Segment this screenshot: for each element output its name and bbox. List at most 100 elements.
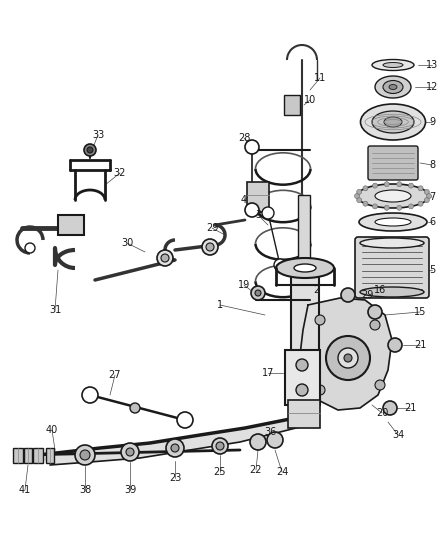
Circle shape (249, 434, 265, 450)
Circle shape (177, 412, 193, 428)
Circle shape (273, 259, 285, 271)
Text: 11: 11 (313, 73, 325, 83)
Text: 28: 28 (237, 133, 250, 143)
Circle shape (354, 193, 359, 198)
Text: 15: 15 (413, 307, 425, 317)
Text: 38: 38 (79, 485, 91, 495)
Text: 3: 3 (254, 210, 261, 220)
Text: 25: 25 (213, 467, 226, 477)
Circle shape (424, 189, 428, 195)
Bar (58, 215, 84, 235)
Bar (247, 182, 268, 212)
Bar (46, 448, 54, 463)
Circle shape (343, 354, 351, 362)
Bar (13, 448, 23, 463)
Ellipse shape (374, 190, 410, 202)
Ellipse shape (356, 184, 428, 208)
Circle shape (314, 385, 324, 395)
Text: 39: 39 (124, 485, 136, 495)
Circle shape (417, 201, 422, 206)
Circle shape (295, 384, 307, 396)
Circle shape (84, 144, 96, 156)
Text: 13: 13 (425, 60, 437, 70)
Text: 2: 2 (312, 285, 318, 295)
Circle shape (325, 336, 369, 380)
Circle shape (295, 359, 307, 371)
Ellipse shape (382, 62, 402, 68)
Circle shape (82, 387, 98, 403)
Bar (290, 270, 318, 360)
Text: 4: 4 (240, 195, 247, 205)
Circle shape (417, 186, 422, 191)
Ellipse shape (293, 264, 315, 272)
Bar (283, 95, 299, 115)
Text: 5: 5 (428, 265, 434, 275)
Text: 10: 10 (303, 95, 315, 105)
Text: 23: 23 (169, 473, 181, 483)
Bar (284, 350, 319, 405)
Circle shape (367, 305, 381, 319)
Circle shape (212, 438, 227, 454)
Circle shape (171, 444, 179, 452)
Text: 36: 36 (263, 427, 276, 437)
Circle shape (424, 198, 428, 203)
Circle shape (362, 201, 367, 206)
Circle shape (254, 290, 261, 296)
Circle shape (383, 182, 389, 187)
Circle shape (157, 250, 173, 266)
Circle shape (387, 338, 401, 352)
Polygon shape (299, 298, 391, 410)
Ellipse shape (359, 287, 423, 297)
Ellipse shape (383, 117, 401, 127)
Circle shape (25, 243, 35, 253)
Circle shape (201, 239, 218, 255)
Bar (287, 400, 319, 428)
Polygon shape (38, 415, 309, 465)
Text: 27: 27 (109, 370, 121, 380)
Ellipse shape (358, 213, 426, 231)
Ellipse shape (374, 218, 410, 226)
Text: 12: 12 (425, 82, 437, 92)
Circle shape (372, 204, 377, 209)
Circle shape (314, 315, 324, 325)
Circle shape (261, 207, 273, 219)
Circle shape (340, 288, 354, 302)
Ellipse shape (371, 60, 413, 70)
FancyBboxPatch shape (367, 146, 417, 180)
Bar (33, 448, 43, 463)
Text: 9: 9 (428, 117, 434, 127)
Circle shape (356, 198, 361, 203)
Circle shape (396, 182, 401, 187)
Text: 7: 7 (428, 192, 434, 202)
Circle shape (244, 203, 258, 217)
Circle shape (408, 183, 413, 188)
Circle shape (356, 189, 361, 195)
Text: 33: 33 (92, 130, 104, 140)
Circle shape (372, 183, 377, 188)
Text: 30: 30 (120, 238, 133, 248)
Circle shape (383, 205, 389, 211)
Ellipse shape (388, 85, 396, 90)
Circle shape (369, 320, 379, 330)
Ellipse shape (374, 76, 410, 98)
Ellipse shape (359, 238, 423, 248)
Circle shape (266, 432, 283, 448)
Circle shape (396, 205, 401, 211)
Text: 40: 40 (46, 425, 58, 435)
Text: 41: 41 (19, 485, 31, 495)
Text: 34: 34 (391, 430, 403, 440)
Circle shape (80, 450, 90, 460)
Circle shape (161, 254, 169, 262)
Circle shape (408, 204, 413, 209)
Text: 6: 6 (428, 217, 434, 227)
Circle shape (244, 140, 258, 154)
Ellipse shape (276, 258, 333, 278)
Text: 19: 19 (237, 280, 250, 290)
Text: 22: 22 (249, 465, 261, 475)
Circle shape (426, 193, 431, 198)
Circle shape (75, 445, 95, 465)
Circle shape (166, 439, 184, 457)
Bar (24, 448, 32, 463)
Circle shape (382, 401, 396, 415)
Text: 1: 1 (216, 300, 223, 310)
